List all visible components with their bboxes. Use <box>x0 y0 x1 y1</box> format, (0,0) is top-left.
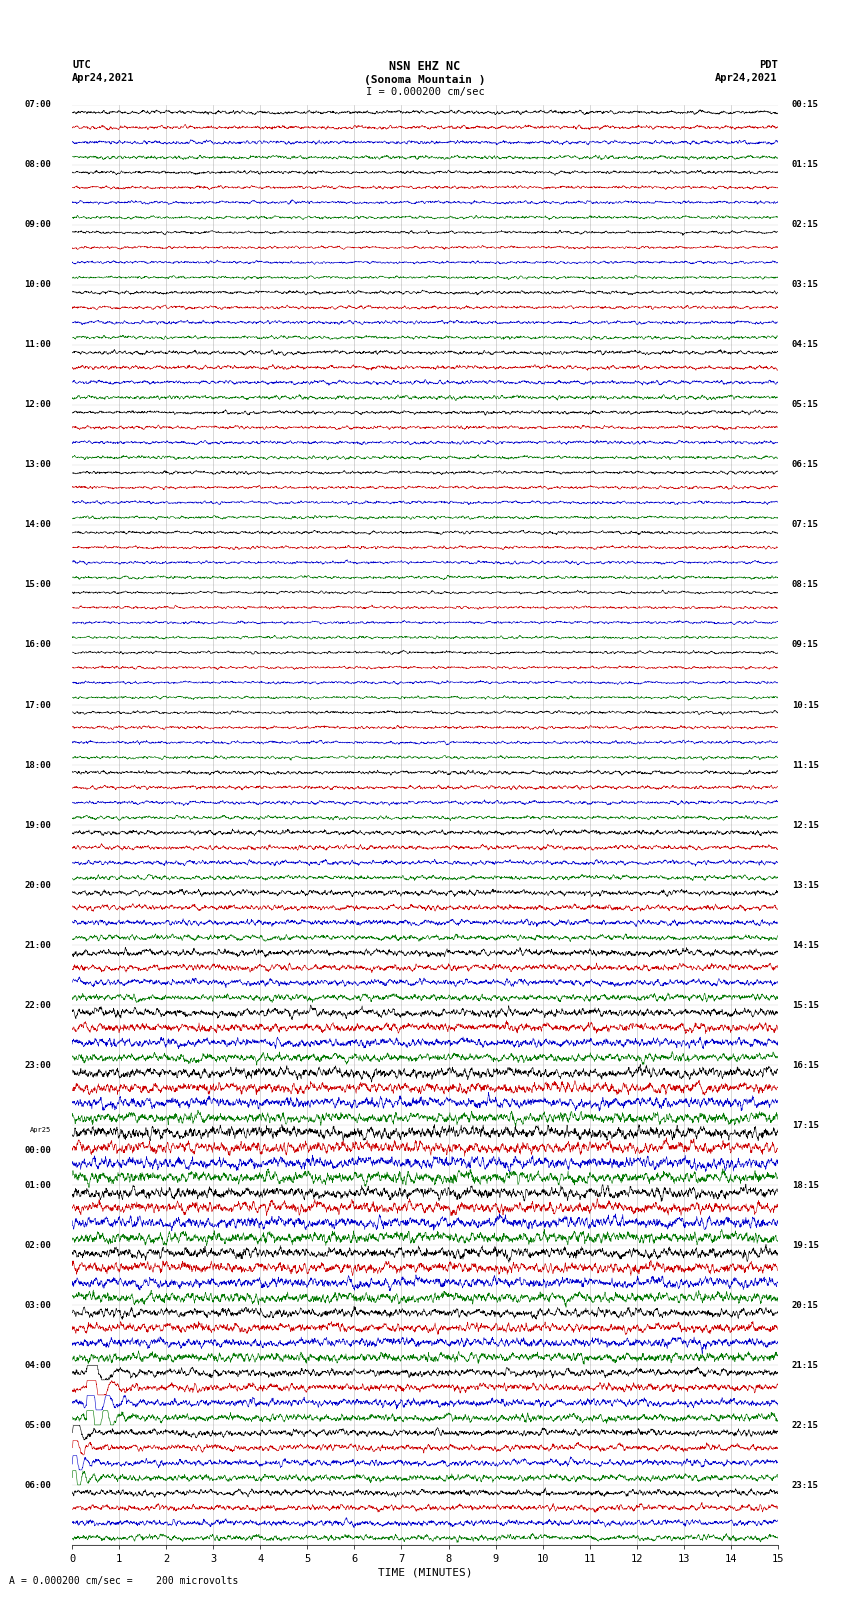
Text: 21:15: 21:15 <box>792 1361 819 1369</box>
Text: Apr24,2021: Apr24,2021 <box>72 73 135 84</box>
Text: 03:15: 03:15 <box>792 281 819 289</box>
Text: 04:00: 04:00 <box>24 1361 51 1369</box>
Text: NSN EHZ NC: NSN EHZ NC <box>389 60 461 74</box>
Text: 23:00: 23:00 <box>24 1061 51 1069</box>
Text: 17:15: 17:15 <box>792 1121 819 1129</box>
Text: 02:15: 02:15 <box>792 221 819 229</box>
Text: 12:15: 12:15 <box>792 821 819 829</box>
Text: A: A <box>8 1576 14 1586</box>
Text: UTC: UTC <box>72 60 91 71</box>
Text: 07:00: 07:00 <box>24 100 51 110</box>
X-axis label: TIME (MINUTES): TIME (MINUTES) <box>377 1568 473 1578</box>
Text: 10:00: 10:00 <box>24 281 51 289</box>
Text: 10:15: 10:15 <box>792 700 819 710</box>
Text: 11:15: 11:15 <box>792 761 819 769</box>
Text: 14:15: 14:15 <box>792 940 819 950</box>
Text: 22:15: 22:15 <box>792 1421 819 1429</box>
Text: = 0.000200 cm/sec =    200 microvolts: = 0.000200 cm/sec = 200 microvolts <box>21 1576 239 1586</box>
Text: 05:15: 05:15 <box>792 400 819 410</box>
Text: 16:00: 16:00 <box>24 640 51 650</box>
Text: 23:15: 23:15 <box>792 1481 819 1490</box>
Text: 06:00: 06:00 <box>24 1481 51 1490</box>
Text: 18:00: 18:00 <box>24 761 51 769</box>
Text: 13:15: 13:15 <box>792 881 819 889</box>
Text: 13:00: 13:00 <box>24 460 51 469</box>
Text: 07:15: 07:15 <box>792 521 819 529</box>
Text: 05:00: 05:00 <box>24 1421 51 1429</box>
Text: 11:00: 11:00 <box>24 340 51 350</box>
Text: I = 0.000200 cm/sec: I = 0.000200 cm/sec <box>366 87 484 97</box>
Text: 20:00: 20:00 <box>24 881 51 889</box>
Text: 21:00: 21:00 <box>24 940 51 950</box>
Text: 22:00: 22:00 <box>24 1000 51 1010</box>
Text: 12:00: 12:00 <box>24 400 51 410</box>
Text: 09:00: 09:00 <box>24 221 51 229</box>
Text: 01:15: 01:15 <box>792 160 819 169</box>
Text: 19:00: 19:00 <box>24 821 51 829</box>
Text: 08:15: 08:15 <box>792 581 819 589</box>
Text: 14:00: 14:00 <box>24 521 51 529</box>
Text: 08:00: 08:00 <box>24 160 51 169</box>
Text: 03:00: 03:00 <box>24 1300 51 1310</box>
Text: 00:15: 00:15 <box>792 100 819 110</box>
Text: 19:15: 19:15 <box>792 1240 819 1250</box>
Text: 20:15: 20:15 <box>792 1300 819 1310</box>
Text: 06:15: 06:15 <box>792 460 819 469</box>
Text: 15:15: 15:15 <box>792 1000 819 1010</box>
Text: Apr24,2021: Apr24,2021 <box>715 73 778 84</box>
Text: 18:15: 18:15 <box>792 1181 819 1190</box>
Text: 02:00: 02:00 <box>24 1240 51 1250</box>
Text: 01:00: 01:00 <box>24 1181 51 1190</box>
Text: (Sonoma Mountain ): (Sonoma Mountain ) <box>365 74 485 85</box>
Text: 04:15: 04:15 <box>792 340 819 350</box>
Text: Apr25: Apr25 <box>30 1126 51 1132</box>
Text: 00:00: 00:00 <box>24 1147 51 1155</box>
Text: PDT: PDT <box>759 60 778 71</box>
Text: 09:15: 09:15 <box>792 640 819 650</box>
Text: 15:00: 15:00 <box>24 581 51 589</box>
Text: 16:15: 16:15 <box>792 1061 819 1069</box>
Text: 17:00: 17:00 <box>24 700 51 710</box>
